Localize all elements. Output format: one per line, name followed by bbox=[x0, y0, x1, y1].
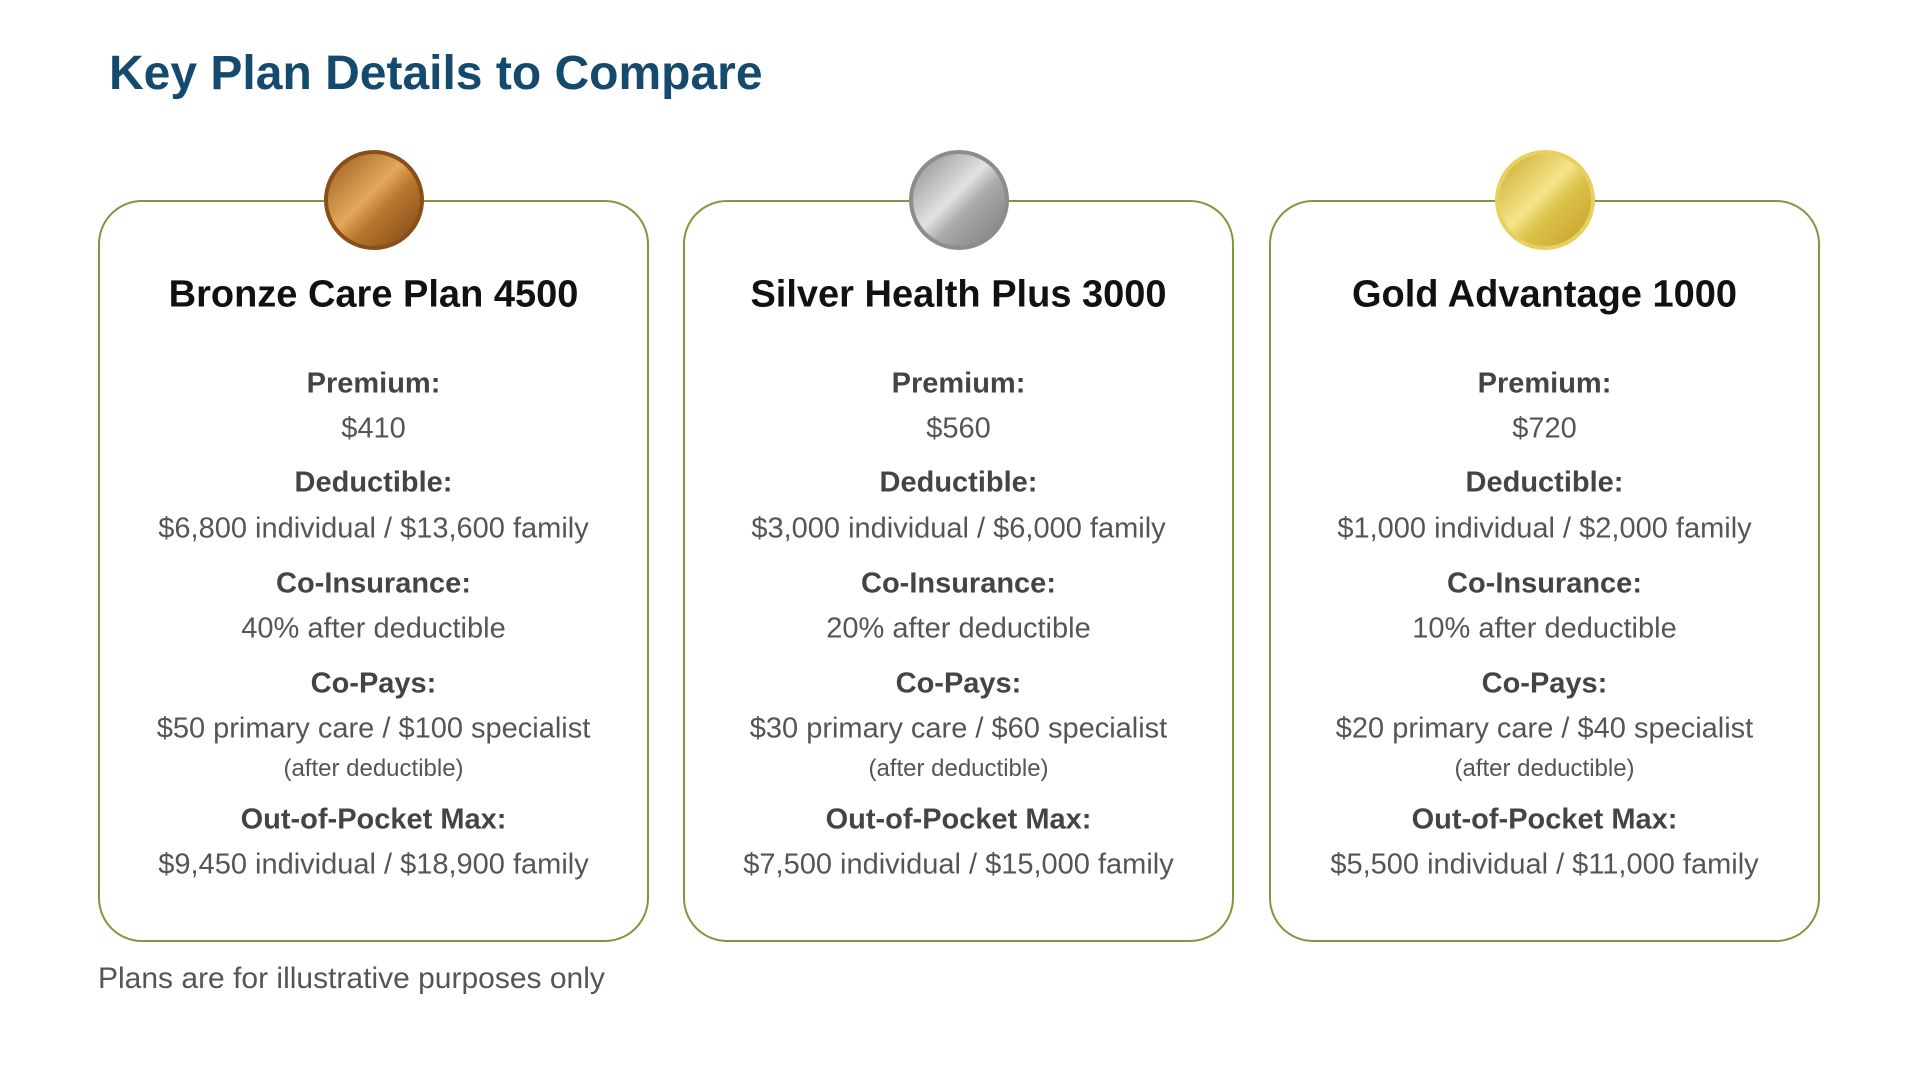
row-label: Co-Pays: bbox=[895, 667, 1022, 700]
row-label: Deductible: bbox=[294, 466, 453, 499]
row-label: Premium: bbox=[1477, 367, 1612, 400]
row-value: $410 bbox=[341, 412, 406, 445]
row-value: $1,000 individual / $2,000 family bbox=[1337, 512, 1752, 545]
medal-icon bbox=[1494, 150, 1595, 250]
row-value: $720 bbox=[1512, 412, 1577, 445]
row-label: Out-of-Pocket Max: bbox=[240, 803, 507, 836]
row-label: Premium: bbox=[891, 367, 1026, 400]
row-label: Out-of-Pocket Max: bbox=[1411, 803, 1678, 836]
row-value: $20 primary care / $40 specialist bbox=[1335, 712, 1754, 745]
plan-name: Silver Health Plus 3000 bbox=[750, 273, 1167, 316]
row-value: $560 bbox=[926, 412, 991, 445]
plan-card: Bronze Care Plan 4500 Premium: $410 Deducti… bbox=[98, 150, 649, 942]
row-note: (after deductible) bbox=[283, 755, 464, 782]
row-label: Co-Pays: bbox=[310, 667, 437, 700]
row-label: Co-Insurance: bbox=[1447, 567, 1642, 600]
row-value: $50 primary care / $100 specialist bbox=[156, 712, 591, 745]
footnote: Plans are for illustrative purposes only bbox=[98, 962, 605, 995]
row-label: Out-of-Pocket Max: bbox=[825, 803, 1092, 836]
row-note: (after deductible) bbox=[1454, 755, 1635, 782]
row-note: (after deductible) bbox=[868, 755, 1049, 782]
row-value: $5,500 individual / $11,000 family bbox=[1330, 848, 1759, 881]
medal-icon bbox=[908, 150, 1009, 250]
page-title: Key Plan Details to Compare bbox=[109, 47, 763, 100]
row-label: Co-Insurance: bbox=[276, 567, 471, 600]
row-label: Premium: bbox=[306, 367, 441, 400]
row-value: $3,000 individual / $6,000 family bbox=[751, 512, 1166, 545]
plan-name: Bronze Care Plan 4500 bbox=[168, 273, 579, 316]
row-label: Deductible: bbox=[1465, 466, 1624, 499]
plan-name: Gold Advantage 1000 bbox=[1351, 273, 1738, 316]
medal-icon bbox=[323, 150, 424, 250]
row-value: $7,500 individual / $15,000 family bbox=[743, 848, 1174, 881]
row-label: Deductible: bbox=[879, 466, 1038, 499]
plan-card: Silver Health Plus 3000 Premium: $560 Deduc… bbox=[683, 150, 1234, 942]
row-label: Co-Insurance: bbox=[861, 567, 1056, 600]
row-value: $6,800 individual / $13,600 family bbox=[158, 512, 589, 545]
row-value: 40% after deductible bbox=[241, 612, 506, 645]
row-label: Co-Pays: bbox=[1481, 667, 1608, 700]
plan-card: Gold Advantage 1000 Premium: $720 Deductibl… bbox=[1269, 150, 1820, 942]
row-value: 10% after deductible bbox=[1412, 612, 1677, 645]
row-value: 20% after deductible bbox=[826, 612, 1091, 645]
row-value: $9,450 individual / $18,900 family bbox=[158, 848, 589, 881]
row-value: $30 primary care / $60 specialist bbox=[749, 712, 1168, 745]
